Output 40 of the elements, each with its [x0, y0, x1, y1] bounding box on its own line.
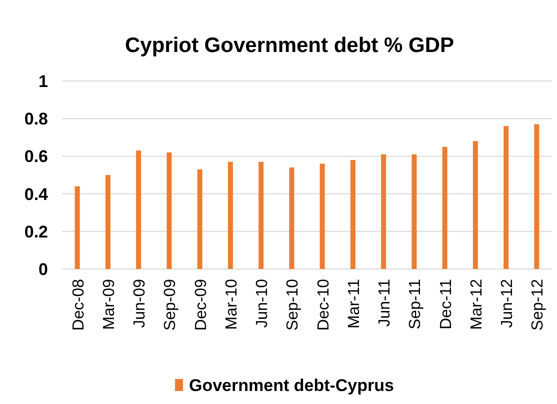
bar: [412, 154, 417, 269]
bar: [166, 152, 172, 269]
bar: [442, 146, 448, 269]
x-tick-label: Dec-09: [192, 278, 210, 331]
x-tick-label: Jun-12: [499, 278, 516, 328]
bar: [228, 162, 233, 269]
bar: [350, 160, 356, 269]
bar: [381, 154, 386, 269]
y-tick-label: 0.2: [24, 222, 48, 242]
legend-label: Government debt-Cyprus: [189, 376, 394, 395]
y-tick-label: 1: [38, 72, 48, 91]
x-tick-label: Mar-09: [100, 278, 118, 330]
bar: [105, 175, 110, 269]
bar: [197, 169, 202, 269]
y-tick-label: 0.4: [24, 184, 49, 204]
x-tick-label: Sep-11: [407, 278, 424, 330]
bar: [504, 126, 509, 269]
bar: [534, 124, 540, 269]
x-tick-label: Mar-11: [346, 278, 363, 328]
chart-title: Cypriot Government debt % GDP: [124, 34, 454, 57]
bar: [289, 167, 294, 269]
x-tick-label: Sep-09: [162, 278, 180, 331]
y-tick-label: 0.6: [24, 147, 48, 166]
x-tick-label: Dec-10: [315, 278, 332, 331]
y-tick-label: 0: [38, 260, 48, 279]
bar: [74, 186, 80, 269]
x-tick-label: Jun-11: [376, 278, 394, 327]
x-tick-label: Sep-12: [530, 278, 547, 331]
x-tick-label: Mar-10: [223, 278, 240, 330]
x-tick-label: Sep-10: [284, 278, 302, 331]
bar: [472, 141, 478, 269]
y-tick-label: 0.8: [24, 110, 48, 129]
bar: [136, 150, 142, 269]
x-tick-label: Dec-08: [70, 278, 88, 331]
bar: [320, 164, 325, 269]
x-tick-label: Jun-10: [254, 278, 272, 328]
bar: [258, 162, 264, 269]
x-tick-label: Jun-09: [132, 278, 149, 328]
x-tick-label: Dec-11: [438, 278, 455, 330]
x-tick-label: Mar-12: [468, 278, 486, 330]
